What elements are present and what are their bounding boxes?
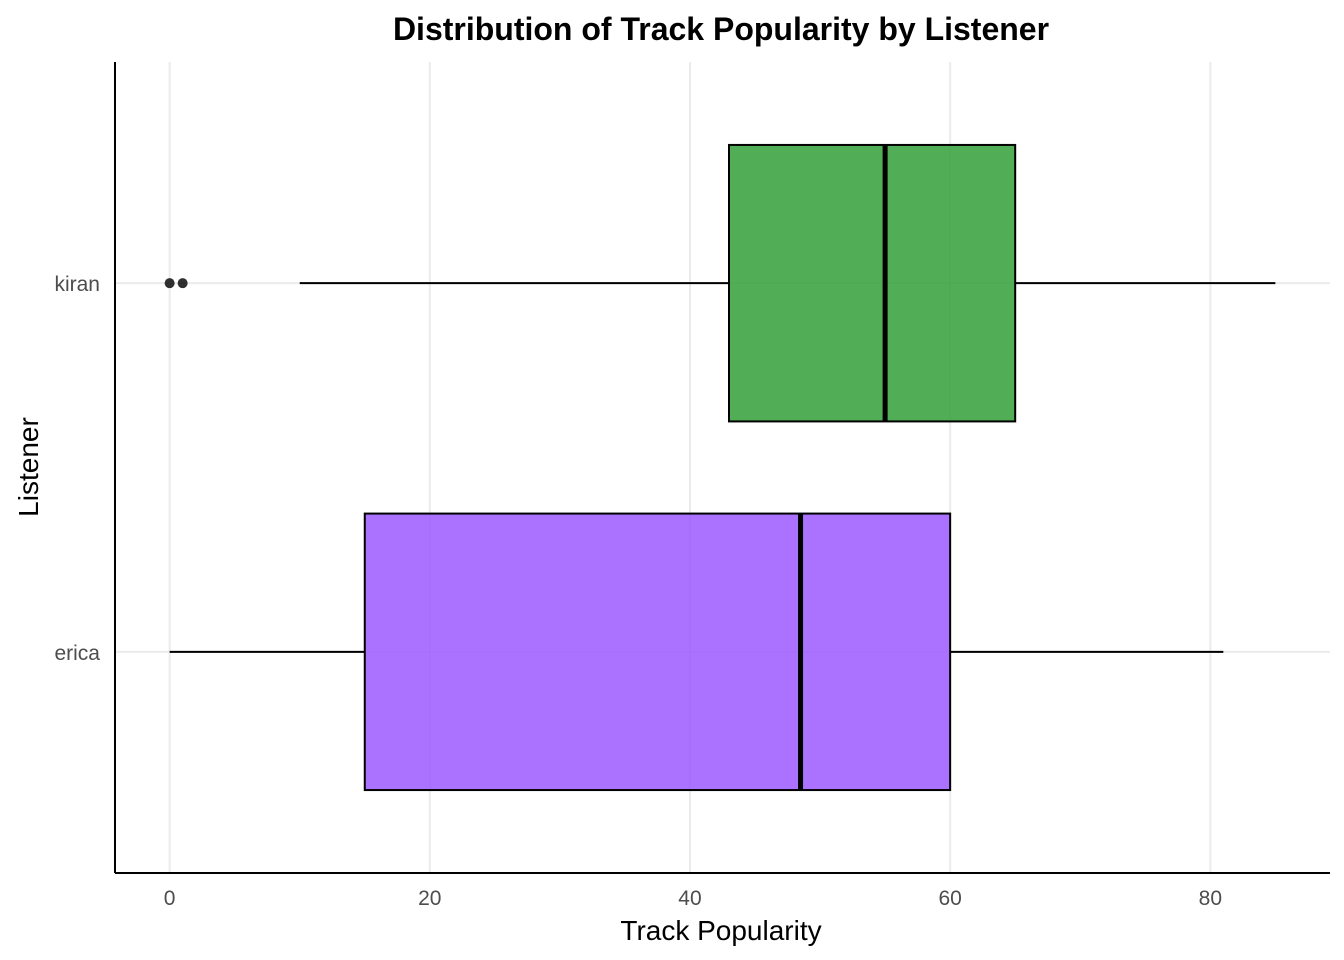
x-tick-label-0: 0 — [164, 887, 176, 910]
box-kiran — [164, 143, 1276, 423]
iqr-box-erica — [363, 512, 952, 792]
outlier-point-kiran-0 — [164, 278, 175, 289]
x-tick-label-3: 60 — [938, 887, 961, 910]
y-axis-title: Listener — [13, 417, 44, 517]
iqr-box-kiran — [728, 143, 1017, 423]
x-tick-label-1: 20 — [418, 887, 441, 910]
x-axis-title: Track Popularity — [620, 915, 821, 946]
y-tick-label-kiran: kiran — [54, 273, 100, 296]
x-tick-label-2: 40 — [678, 887, 701, 910]
x-tick-label-4: 80 — [1199, 887, 1222, 910]
outlier-point-kiran-1 — [177, 278, 188, 289]
y-tick-labels: erica kiran — [54, 273, 100, 665]
box-erica — [169, 512, 1224, 792]
box-series — [164, 143, 1276, 792]
y-tick-label-erica: erica — [54, 642, 100, 665]
x-tick-labels: 0 20 40 60 80 — [164, 887, 1222, 910]
chart-title: Distribution of Track Popularity by List… — [393, 11, 1049, 47]
